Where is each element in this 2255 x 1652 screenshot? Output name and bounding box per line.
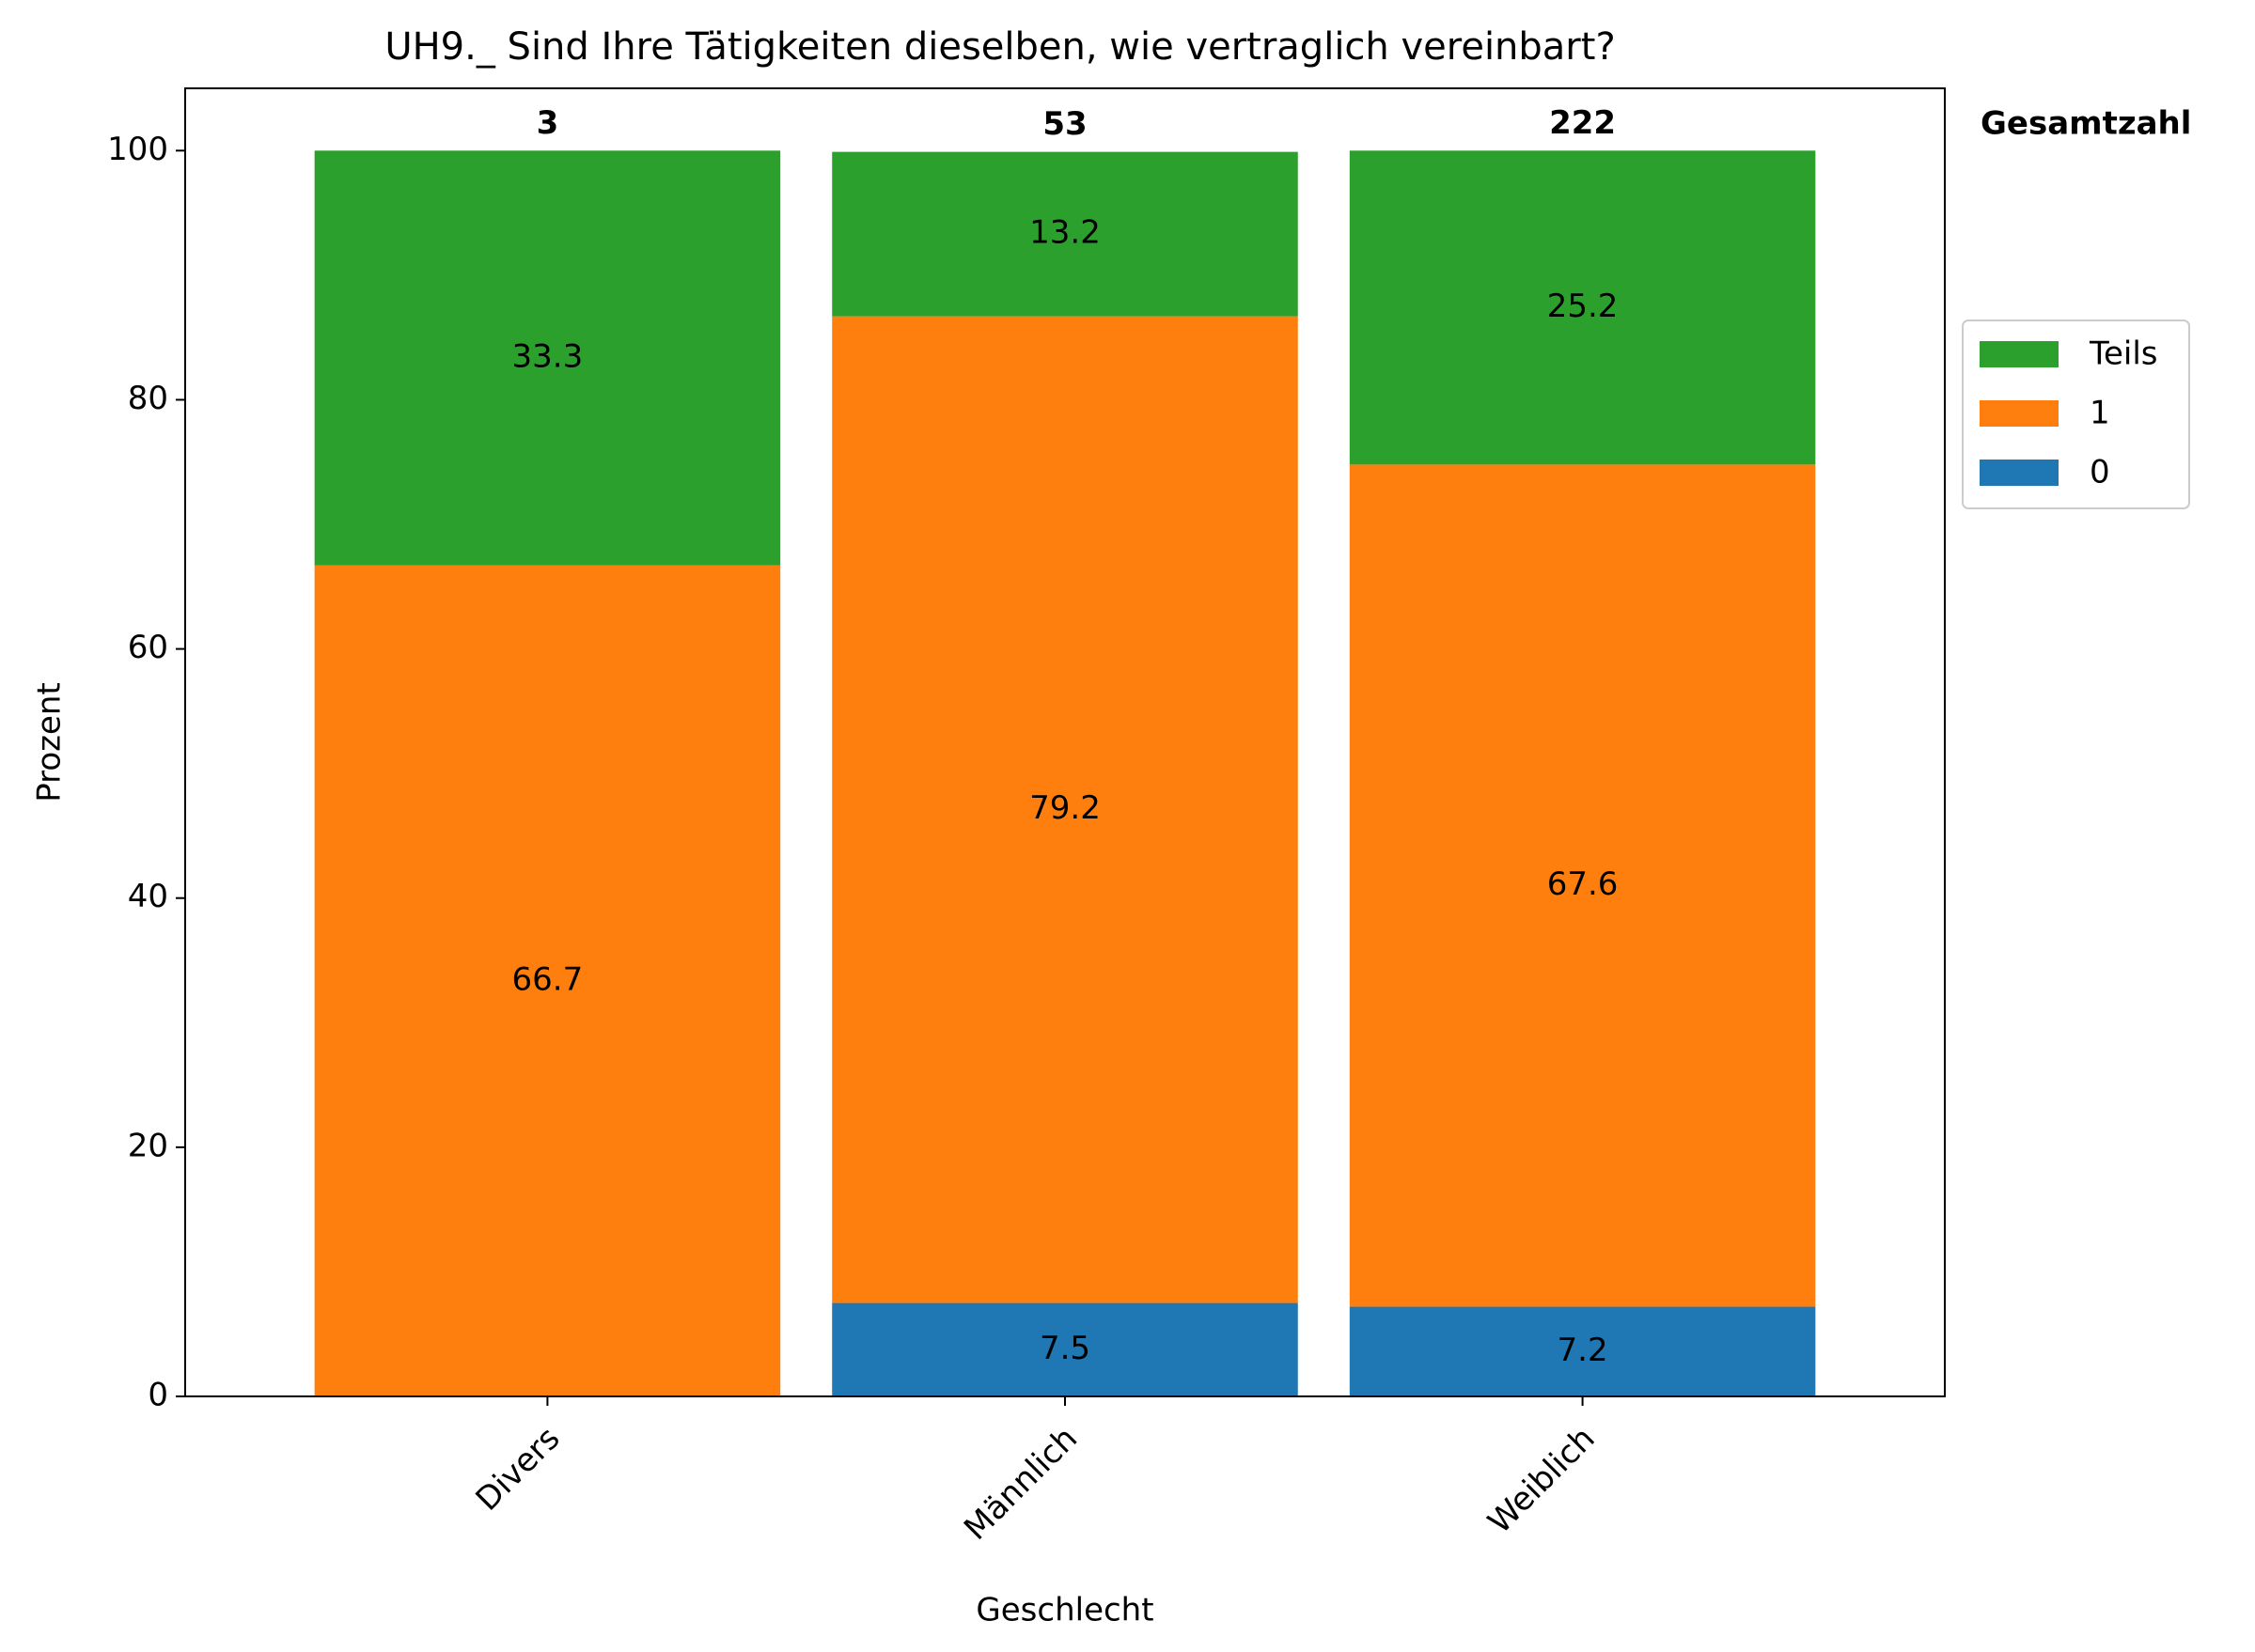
value-label: 13.2 <box>1029 214 1101 252</box>
bar-segment <box>832 316 1298 1303</box>
value-label: 25.2 <box>1547 288 1619 325</box>
legend-label: 1 <box>2090 395 2110 432</box>
bar-segment <box>832 1302 1298 1396</box>
value-label: 33.3 <box>512 338 584 376</box>
total-label: 53 <box>1042 105 1087 143</box>
axes-frame <box>184 87 1946 1397</box>
y-axis-label: Prozent <box>31 682 69 803</box>
y-tick-label: 60 <box>128 629 168 666</box>
legend-label: Teils <box>2089 335 2158 373</box>
legend-swatch <box>1980 460 2059 486</box>
bar-segment <box>1349 1306 1816 1396</box>
x-axis-label: Geschlecht <box>976 1592 1153 1629</box>
chart-title: UH9._ Sind Ihre Tätigkeiten dieselben, w… <box>384 25 1615 69</box>
total-label: 222 <box>1549 104 1616 142</box>
x-tick-label: Divers <box>469 1420 568 1519</box>
totals-header: Gesamtzahl <box>1981 105 2191 143</box>
value-label: 79.2 <box>1029 789 1101 827</box>
value-label: 67.6 <box>1547 865 1619 903</box>
legend-swatch <box>1980 341 2059 367</box>
bar-segment <box>1349 150 1816 465</box>
bar-segment <box>314 565 781 1396</box>
y-tick-label: 100 <box>107 131 168 168</box>
y-tick-label: 40 <box>128 878 168 915</box>
bar-segment <box>832 151 1298 317</box>
bar-segment <box>314 150 781 566</box>
x-tick-label: Männlich <box>957 1420 1085 1548</box>
total-label: 3 <box>537 104 559 142</box>
bar-segment <box>1349 464 1816 1307</box>
value-label: 7.5 <box>1040 1330 1090 1367</box>
value-label: 66.7 <box>512 960 584 998</box>
legend-swatch <box>1980 400 2059 427</box>
legend-label: 0 <box>2090 454 2110 491</box>
x-tick-label: Weiblich <box>1480 1420 1602 1541</box>
value-label: 7.2 <box>1558 1332 1608 1369</box>
y-tick-label: 20 <box>128 1127 168 1164</box>
y-tick-label: 80 <box>128 380 168 417</box>
y-tick-label: 0 <box>148 1377 168 1414</box>
